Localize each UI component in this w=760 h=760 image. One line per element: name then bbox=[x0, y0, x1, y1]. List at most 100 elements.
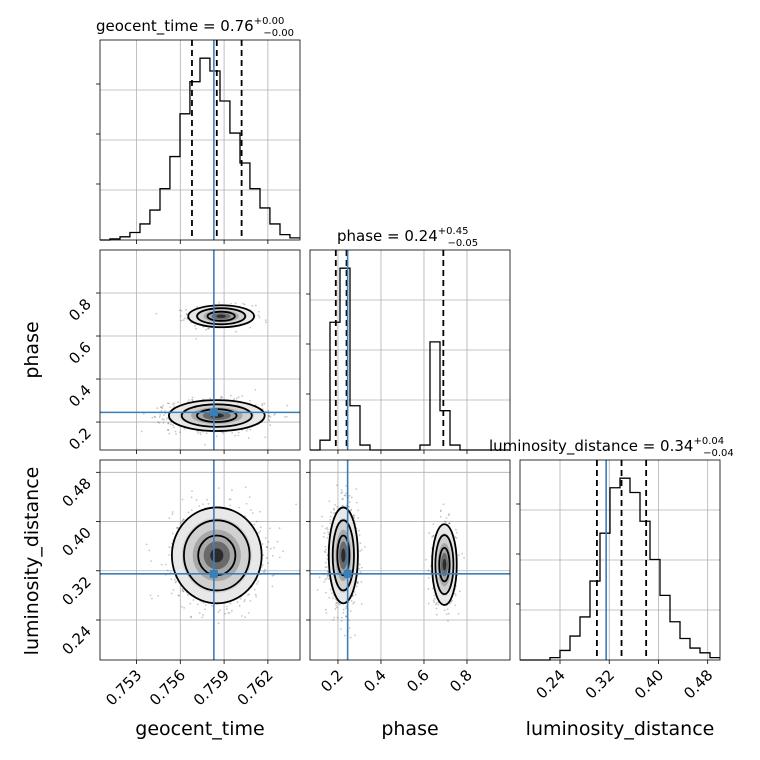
sample-point bbox=[195, 337, 198, 340]
sample-point bbox=[248, 593, 251, 596]
sample-point bbox=[331, 592, 333, 595]
sample-point bbox=[295, 503, 297, 506]
sample-point bbox=[271, 554, 274, 557]
sample-point bbox=[264, 436, 267, 439]
sample-point bbox=[248, 496, 251, 499]
sample-point bbox=[432, 523, 435, 525]
sample-point bbox=[142, 412, 145, 415]
sample-point bbox=[264, 568, 266, 571]
sample-point bbox=[185, 312, 188, 315]
sample-point bbox=[239, 598, 242, 600]
sample-point bbox=[181, 498, 184, 501]
sample-point bbox=[222, 432, 225, 434]
sample-point bbox=[324, 561, 327, 564]
sample-point bbox=[350, 496, 353, 499]
sample-point bbox=[263, 402, 266, 405]
sample-point bbox=[202, 503, 204, 506]
sample-point bbox=[458, 590, 461, 593]
sample-point bbox=[261, 403, 264, 405]
sample-point bbox=[181, 519, 184, 522]
sample-point bbox=[427, 602, 430, 605]
sample-point bbox=[257, 580, 260, 583]
sample-point bbox=[194, 324, 196, 327]
sample-point bbox=[447, 514, 450, 517]
sample-point bbox=[192, 599, 195, 601]
sample-point bbox=[249, 428, 252, 431]
sample-point bbox=[259, 510, 262, 513]
sample-point bbox=[332, 597, 334, 600]
sample-point bbox=[237, 431, 240, 434]
sample-point bbox=[356, 501, 358, 504]
sample-point bbox=[247, 612, 250, 614]
sample-point bbox=[286, 404, 288, 407]
sample-point bbox=[173, 405, 175, 407]
sample-point bbox=[352, 602, 355, 605]
sample-point bbox=[454, 594, 457, 597]
contour-line bbox=[431, 523, 458, 606]
density-level bbox=[210, 548, 224, 563]
sample-point bbox=[424, 558, 427, 561]
sample-point bbox=[439, 515, 442, 518]
sample-point bbox=[333, 616, 336, 619]
sample-point bbox=[353, 590, 356, 593]
sample-point bbox=[162, 404, 165, 407]
sample-point bbox=[237, 434, 240, 437]
ylabel-luminosity-distance: luminosity_distance bbox=[21, 467, 43, 656]
sample-point bbox=[433, 600, 436, 603]
sample-point bbox=[341, 491, 344, 494]
sample-point bbox=[354, 593, 357, 596]
sample-point bbox=[218, 301, 221, 304]
sample-point bbox=[357, 509, 359, 512]
sample-point bbox=[336, 616, 339, 619]
sample-point bbox=[268, 419, 271, 422]
sample-point bbox=[233, 398, 236, 401]
sample-point bbox=[149, 594, 152, 597]
sample-point bbox=[325, 566, 328, 568]
sample-point bbox=[318, 576, 321, 579]
panel-frame bbox=[309, 459, 511, 661]
sample-point bbox=[243, 600, 246, 603]
sample-point bbox=[168, 553, 171, 556]
sample-point bbox=[267, 540, 270, 543]
sample-point bbox=[454, 528, 457, 531]
sample-point bbox=[349, 610, 352, 612]
sample-point bbox=[240, 615, 243, 617]
sample-point bbox=[427, 569, 430, 572]
sample-point bbox=[321, 525, 324, 528]
xlabel-geocent-time: geocent_time bbox=[135, 718, 264, 740]
sample-point bbox=[191, 396, 194, 399]
sample-point bbox=[342, 608, 345, 611]
sample-point bbox=[217, 611, 220, 614]
sample-point bbox=[219, 609, 221, 612]
sample-point bbox=[163, 414, 165, 417]
contour-line bbox=[331, 519, 355, 592]
sample-point bbox=[262, 570, 265, 573]
truth-marker bbox=[209, 408, 218, 417]
sample-point bbox=[245, 502, 248, 505]
sample-point bbox=[168, 402, 170, 405]
sample-point bbox=[229, 394, 232, 397]
contour-line bbox=[327, 506, 359, 605]
sample-point bbox=[205, 432, 208, 435]
sample-point bbox=[357, 582, 359, 585]
sample-point bbox=[345, 484, 347, 487]
sample-point bbox=[341, 504, 344, 507]
sample-point bbox=[455, 531, 458, 534]
x-tick-label: 0.6 bbox=[403, 666, 433, 696]
sample-point bbox=[345, 615, 348, 618]
sample-point bbox=[447, 612, 450, 615]
sample-point bbox=[196, 603, 199, 606]
y-tick-label: 0.40 bbox=[58, 524, 94, 560]
sample-point bbox=[230, 489, 233, 491]
sample-point bbox=[196, 306, 198, 308]
sample-point bbox=[442, 503, 445, 506]
sample-point bbox=[153, 415, 156, 418]
sample-point bbox=[175, 433, 177, 435]
sample-point bbox=[328, 596, 331, 599]
sample-point bbox=[344, 607, 347, 610]
sample-point bbox=[329, 522, 331, 525]
sample-point bbox=[253, 588, 256, 591]
sample-point bbox=[360, 566, 363, 569]
panel-body bbox=[316, 484, 465, 639]
sample-point bbox=[435, 613, 438, 616]
